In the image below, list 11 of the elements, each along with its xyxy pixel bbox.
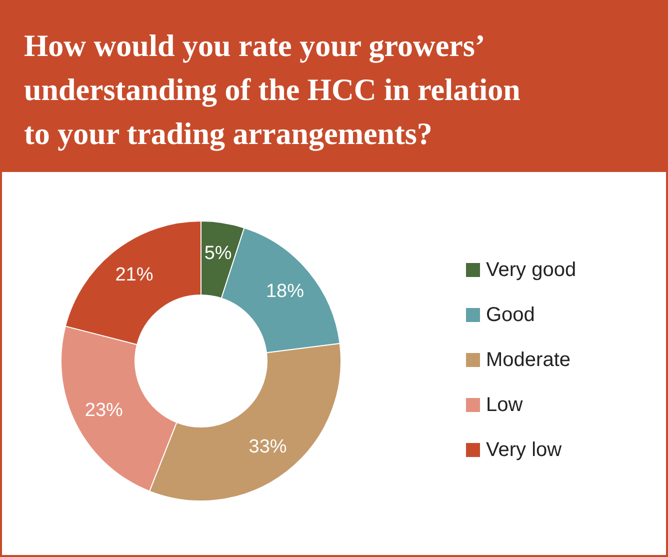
data-label: 5%: [204, 242, 232, 264]
data-label: 18%: [266, 281, 304, 302]
legend-label: Very low: [486, 439, 562, 461]
data-label: 33%: [248, 436, 287, 458]
legend-label: Moderate: [486, 349, 570, 371]
legend-label: Low: [486, 394, 524, 416]
legend-label: Very good: [486, 259, 576, 281]
data-label: 21%: [115, 264, 154, 286]
chart-title: How would you rate your growers’ understanding of the HCC in relation to your trading arrangements?: [24, 28, 520, 151]
data-label: 23%: [84, 400, 123, 421]
legend-label: Good: [486, 304, 535, 326]
